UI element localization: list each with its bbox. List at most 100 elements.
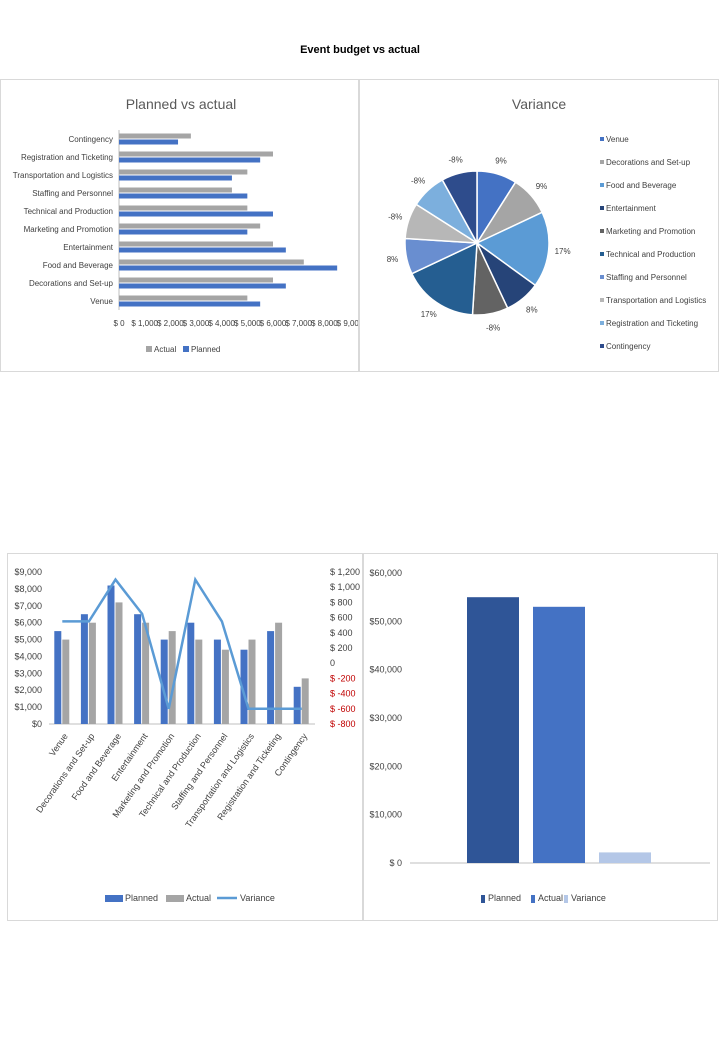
x-tick-label: $ 7,000 xyxy=(285,319,312,328)
bar-actual xyxy=(119,151,273,157)
legend-swatch xyxy=(600,183,604,187)
planned-vs-actual-panel[interactable]: Planned vs actual Venue Decorations and S… xyxy=(0,79,364,372)
bar-planned xyxy=(107,585,115,724)
y2-tick-label: $ 200 xyxy=(330,643,353,653)
legend-swatch-planned xyxy=(183,346,189,352)
total-bar xyxy=(599,852,651,863)
combo-chart: $0 $1,000 $2,000 $3,000 $4,000 $5,000 $6,000 $7… xyxy=(14,567,360,903)
y2-tick-label: $ 600 xyxy=(330,613,353,623)
category-label: Technical and Production xyxy=(24,207,113,216)
legend-swatch-actual xyxy=(146,346,152,352)
legend-label: Venue xyxy=(606,135,629,144)
category-label: Staffing and Personnel xyxy=(32,189,113,198)
y-tick-label: $ 0 xyxy=(389,858,402,868)
pie-data-label: -8% xyxy=(411,176,425,185)
x-tick-label: $ 6,000 xyxy=(260,319,287,328)
y-tick-label: $0 xyxy=(32,719,42,729)
bar-actual xyxy=(168,631,176,724)
bar-actual xyxy=(119,169,248,175)
bar-actual xyxy=(62,639,70,724)
legend-label: Planned xyxy=(191,345,220,354)
category-label: Entertainment xyxy=(63,243,114,252)
combo-chart-panel[interactable]: $0 $1,000 $2,000 $3,000 $4,000 $5,000 $6,000 $7… xyxy=(7,553,363,921)
legend-label: Variance xyxy=(240,893,275,903)
bar-actual xyxy=(142,622,150,724)
legend-label: Contingency xyxy=(606,342,650,351)
legend-swatch xyxy=(600,298,604,302)
legend-label: Actual xyxy=(538,893,563,903)
x-tick-label: $ 8,000 xyxy=(311,319,338,328)
legend-label: Technical and Production xyxy=(606,250,695,259)
legend-swatch xyxy=(600,252,604,256)
chart-title: Variance xyxy=(512,96,566,112)
pie-data-label: -8% xyxy=(448,156,462,165)
legend-label: Staffing and Personnel xyxy=(606,273,687,282)
legend-label: Planned xyxy=(488,893,521,903)
y-tick-label: $5,000 xyxy=(14,635,42,645)
bar-actual xyxy=(119,223,261,229)
bar-planned xyxy=(187,622,195,724)
totals-chart-panel[interactable]: $ 0 $10,000 $20,000 $30,000 $40,000 $50,000 $6… xyxy=(363,553,718,921)
legend-label: Actual xyxy=(186,893,211,903)
legend-swatch xyxy=(600,275,604,279)
legend-swatch xyxy=(600,321,604,325)
bar-planned xyxy=(119,229,248,235)
legend-label: Transportation and Logistics xyxy=(606,296,706,305)
bar-planned xyxy=(119,247,286,253)
legend-label: Marketing and Promotion xyxy=(606,227,695,236)
planned-vs-actual-chart: Planned vs actual Venue Decorations and S… xyxy=(13,96,364,354)
y-tick-label: $10,000 xyxy=(369,810,402,820)
y2-tick-label: $ -800 xyxy=(330,719,356,729)
legend-label: Actual xyxy=(154,345,176,354)
bar-planned xyxy=(119,193,248,199)
legend-swatch xyxy=(531,895,535,903)
y2-tick-label: $ 1,200 xyxy=(330,567,360,577)
pie-data-label: 8% xyxy=(526,305,538,314)
bar-planned xyxy=(119,175,232,181)
y-tick-label: $4,000 xyxy=(14,651,42,661)
bar-actual xyxy=(248,639,256,724)
y-tick-label: $60,000 xyxy=(369,568,402,578)
variance-pie-panel[interactable]: Variance 9% 9% 17% 8% -8% 17% 8% -8% -8% -8% Venue… xyxy=(359,79,719,372)
bar-actual xyxy=(301,678,309,724)
pie-data-label: 9% xyxy=(536,182,548,191)
bar-planned xyxy=(119,283,286,289)
bar-planned xyxy=(160,639,168,724)
y-tick-label: $1,000 xyxy=(14,702,42,712)
bar-actual xyxy=(88,622,96,724)
bar-planned xyxy=(134,614,142,724)
bar-actual xyxy=(119,133,191,139)
x-tick-label: $ 1,000 xyxy=(131,319,158,328)
category-label: Venue xyxy=(90,297,113,306)
pie-slice xyxy=(475,211,550,287)
category-label: Contingency xyxy=(69,135,113,144)
legend-swatch xyxy=(600,229,604,233)
y2-tick-label: $ 400 xyxy=(330,628,353,638)
chart-title: Planned vs actual xyxy=(126,96,237,112)
legend-label: Variance xyxy=(571,893,606,903)
variance-line xyxy=(62,576,302,711)
y-tick-label: $2,000 xyxy=(14,685,42,695)
y-tick-label: $9,000 xyxy=(14,567,42,577)
variance-pie-chart: Variance 9% 9% 17% 8% -8% 17% 8% -8% -8% -8% Venue… xyxy=(387,96,706,351)
y2-tick-label: $ -200 xyxy=(330,673,356,683)
x-tick-label: $ 5,000 xyxy=(234,319,261,328)
x-tick-label: $ 4,000 xyxy=(208,319,235,328)
bar-actual xyxy=(195,639,203,724)
pie-data-label: -8% xyxy=(388,212,402,221)
legend-label: Planned xyxy=(125,893,158,903)
bar-actual xyxy=(119,277,273,283)
legend-swatch-planned xyxy=(105,895,123,902)
y-tick-label: $20,000 xyxy=(369,761,402,771)
pie-slice xyxy=(410,241,478,316)
legend-swatch-actual xyxy=(166,895,184,902)
bar-planned xyxy=(119,157,261,163)
pie-data-label: 17% xyxy=(421,310,437,319)
bar-planned xyxy=(80,614,88,724)
totals-chart: $ 0 $10,000 $20,000 $30,000 $40,000 $50,000 $6… xyxy=(369,568,710,903)
x-tick-label: $ 9,000 xyxy=(337,319,358,328)
bar-actual xyxy=(119,295,248,301)
bar-actual xyxy=(221,649,229,724)
x-tick-label: $ 2,000 xyxy=(157,319,184,328)
x-category-label: Food and Beverage xyxy=(70,731,124,802)
